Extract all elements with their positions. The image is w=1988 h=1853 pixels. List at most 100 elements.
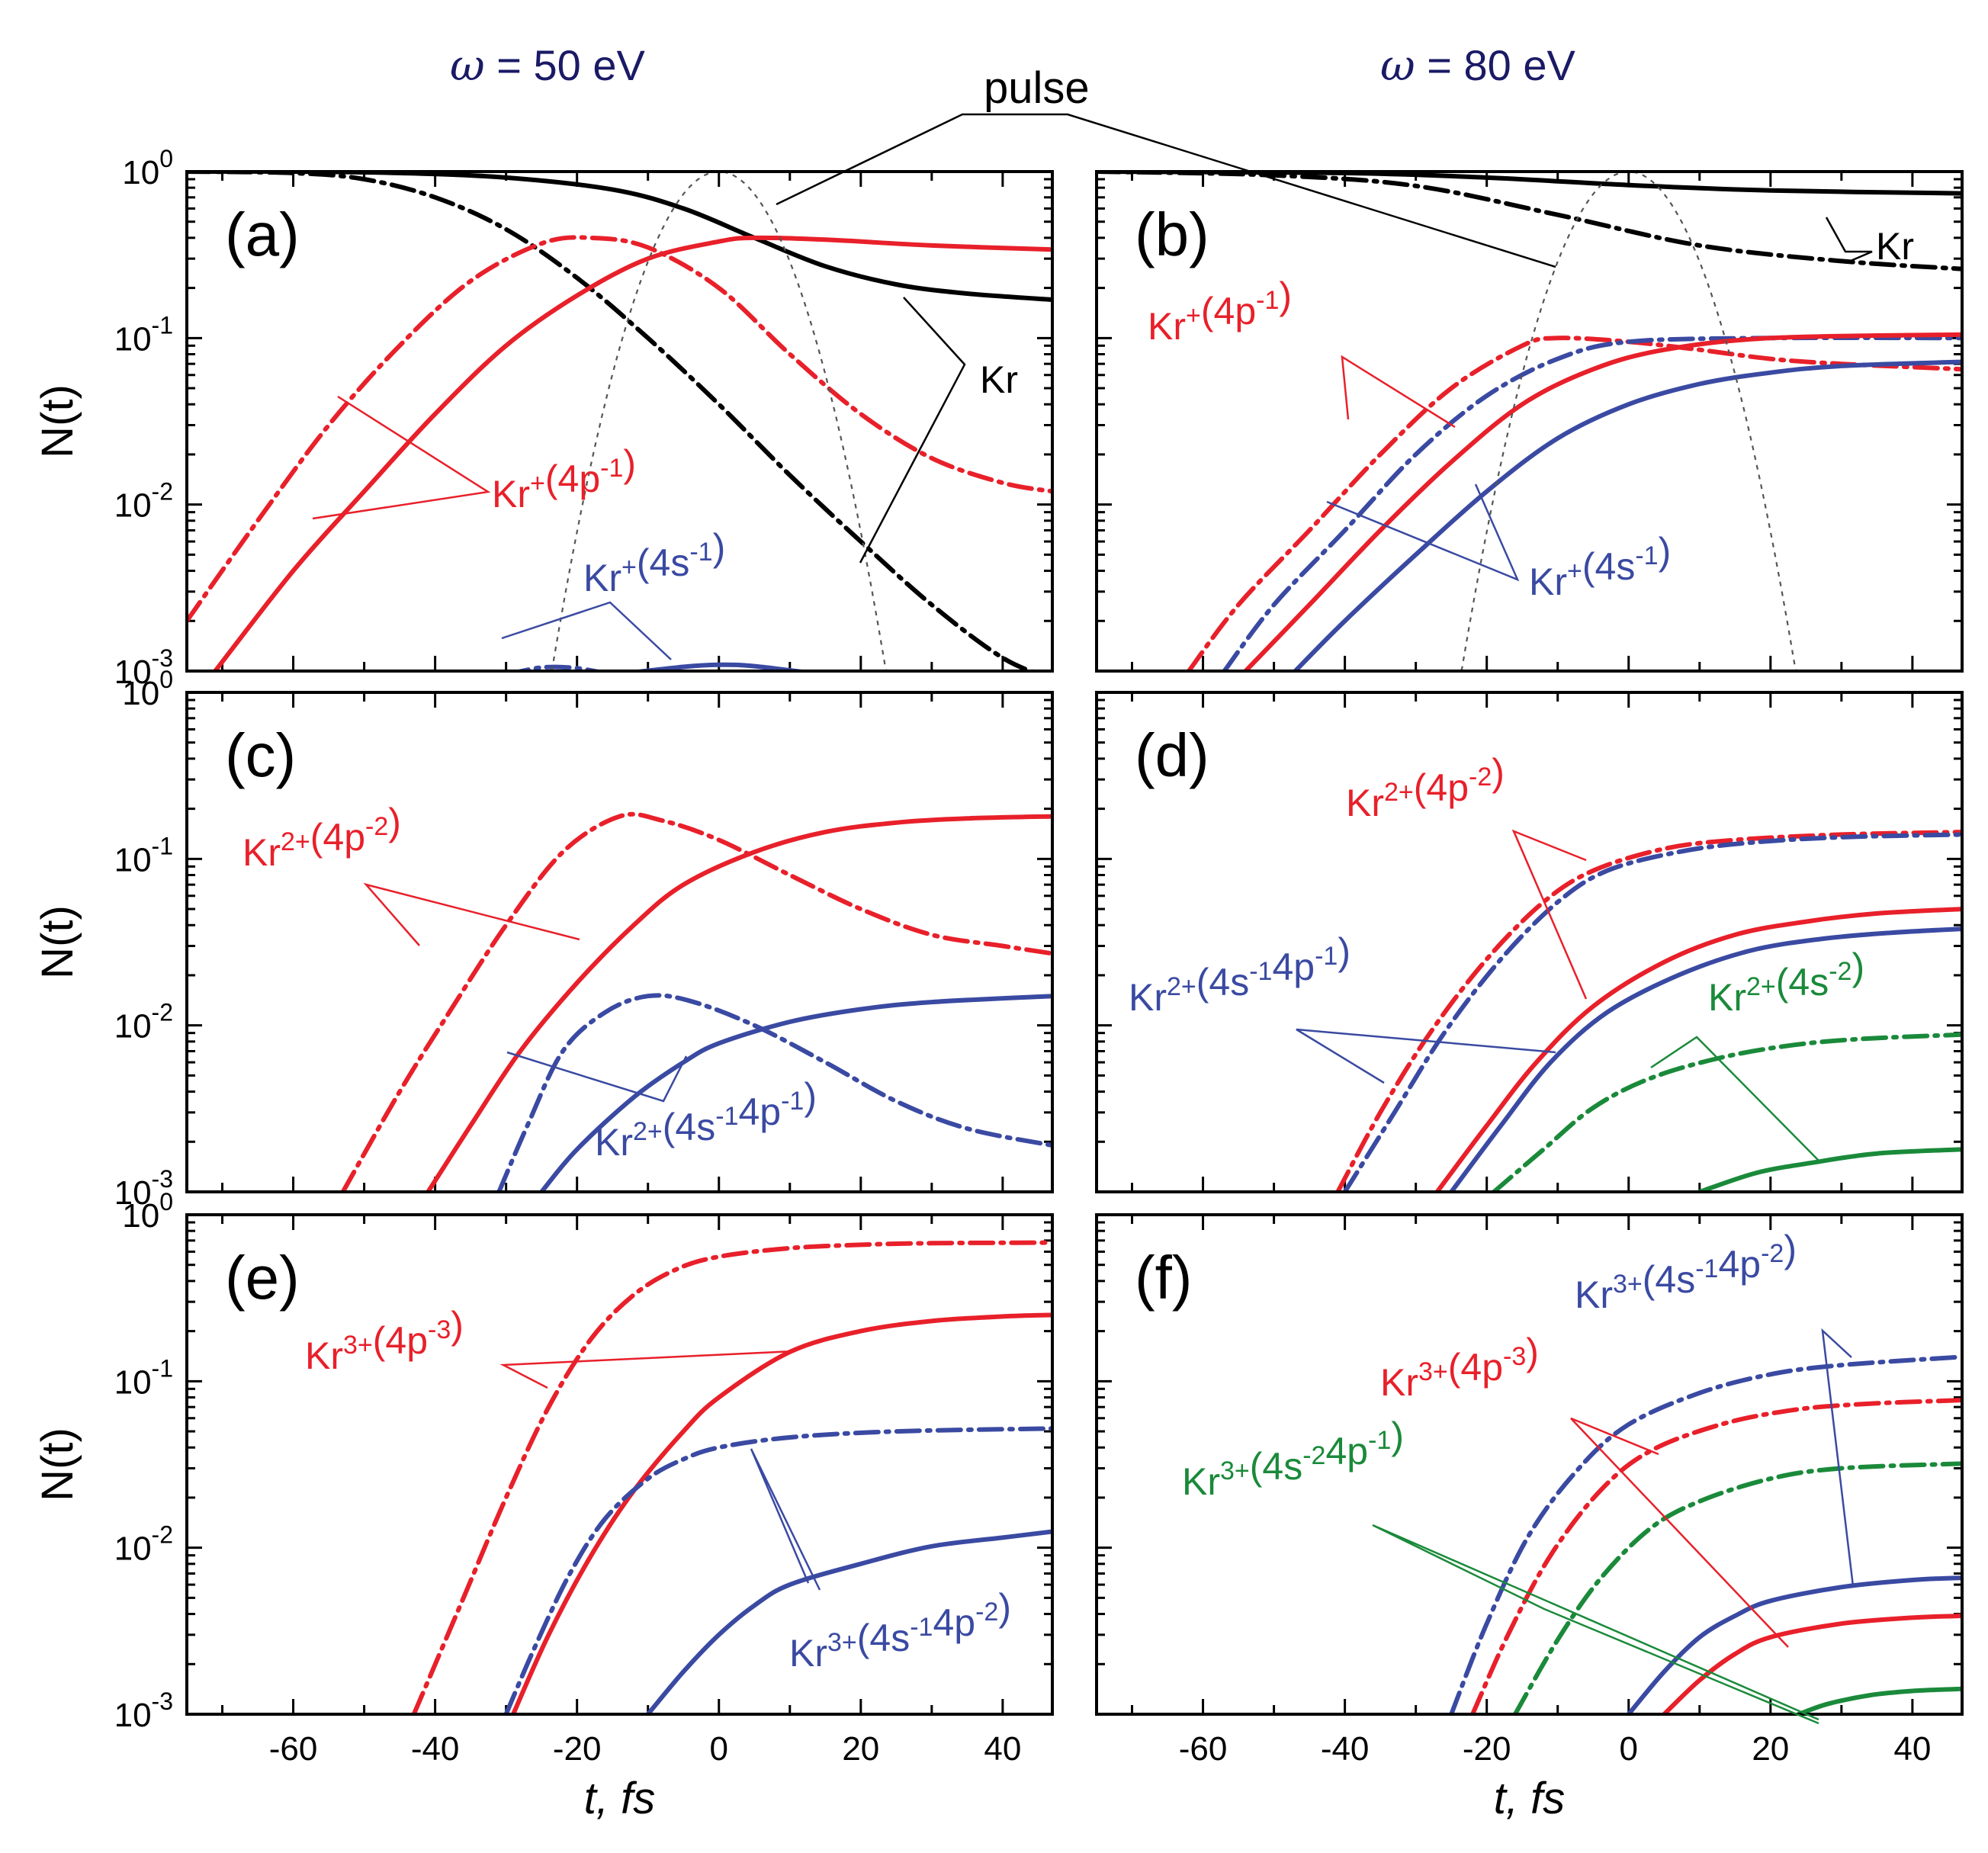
- series-kr3-4s-24p-1-solid: [1797, 1686, 1962, 1714]
- leader-line: [776, 113, 1556, 268]
- leader-line: [1326, 483, 1520, 582]
- x-tick-label: 40: [1893, 1730, 1931, 1768]
- series-label: Kr: [980, 358, 1018, 401]
- plot-frame: [1095, 1213, 1964, 1716]
- y-tick-label: 10-1: [114, 311, 173, 358]
- series-label: Kr3+(4s-24p-1): [1182, 1415, 1404, 1503]
- series-kr2-4s-14p-1-dash-dot: [496, 993, 1052, 1192]
- panel-e: (e) 100 10-1 10-2 10-3 N(t) -60 -40 -20 0 20 40 t, f…: [33, 1188, 1054, 1823]
- plot-frame: [185, 1213, 1054, 1716]
- leader-line: [1296, 1028, 1556, 1084]
- series-kr3-4p-3-solid: [511, 1312, 1052, 1714]
- leader-line: [312, 395, 491, 520]
- plot-frame: [1095, 170, 1964, 673]
- y-tick-label: 10-2: [114, 1521, 173, 1568]
- x-axis-label: t, fs: [1494, 1774, 1565, 1823]
- panel-f: (f) -60 -40 -20 0 20 40 t, fs: [1095, 1213, 1964, 1823]
- leader-line: [1821, 1328, 1855, 1587]
- series-label: Kr+(4p-1): [1148, 275, 1292, 348]
- column-titles: ω = 50 eV ω = 80 eV: [450, 41, 1575, 91]
- y-tick-label: 10-3: [114, 1688, 173, 1734]
- series-kr2-4s-14p-1-solid: [539, 994, 1052, 1192]
- series-kr-solid: [187, 172, 1052, 302]
- x-tick-label: -20: [1463, 1730, 1511, 1768]
- series-kr2-4s-14p-1-solid: [1449, 926, 1962, 1192]
- y-tick-label: 10-3: [114, 644, 173, 691]
- series-kr3-4s-14p-2-solid: [645, 1529, 1052, 1714]
- leader-line: [750, 1448, 821, 1591]
- series-label: Kr2+(4s-14p-1): [1129, 930, 1350, 1019]
- y-tick-label: 10-1: [114, 832, 173, 878]
- series-kr-4s-1-dash-dot: [512, 664, 606, 671]
- x-axis-label: t, fs: [584, 1774, 655, 1823]
- series-label: Kr2+(4s-2): [1708, 946, 1864, 1019]
- x-tick-label: 0: [1620, 1730, 1638, 1768]
- leader-line: [1825, 217, 1873, 265]
- y-axis-label: N(t): [33, 1427, 82, 1501]
- series-kr3-4s-24p-1-dash-dot: [1512, 1461, 1962, 1714]
- y-tick-label: 10-2: [114, 999, 173, 1045]
- y-tick-label: 10-3: [114, 1165, 173, 1212]
- series-kr2-4s-2-solid: [1697, 1147, 1962, 1192]
- leader-line: [1650, 1036, 1819, 1161]
- x-tick-label: -60: [269, 1730, 318, 1768]
- panel-label: (c): [225, 721, 296, 789]
- x-tick-label: -40: [1321, 1730, 1370, 1768]
- series-kr2-4p-2-solid: [426, 814, 1052, 1192]
- panel-a: (a) 100 10-1 10-2 10-3 N(t): [33, 145, 1054, 691]
- panel-label: (a): [225, 201, 300, 268]
- panel-d: (d): [1095, 691, 1964, 1193]
- x-tick-label: 40: [984, 1730, 1021, 1768]
- panels: (a) 100 10-1 10-2 10-3 N(t) (b) (c) 100 10-1 10-2 1…: [33, 145, 1964, 1823]
- panel-b: (b): [1095, 170, 1964, 673]
- y-tick-label: 100: [122, 145, 173, 191]
- pulse-curve: [550, 172, 888, 671]
- x-tick-label: -40: [411, 1730, 460, 1768]
- series-label: Kr3+(4s-14p-2): [789, 1586, 1011, 1675]
- x-tick-label: -20: [553, 1730, 602, 1768]
- y-tick-label: 10-2: [114, 478, 173, 525]
- series-kr3-4s-14p-2-dash-dot: [1449, 1354, 1962, 1714]
- series-label: Kr+(4s-1): [583, 526, 725, 599]
- leader-line: [1570, 1417, 1789, 1648]
- series-label: Kr3+(4s-14p-2): [1575, 1228, 1797, 1316]
- series-label: Kr3+(4p-3): [305, 1304, 464, 1377]
- series-kr-dash-dot: [187, 172, 1038, 671]
- series-kr2-4p-2-dash-dot: [340, 811, 1052, 1192]
- y-axis-label: N(t): [33, 905, 82, 979]
- leader-line: [1511, 829, 1588, 1000]
- series-kr-4p-1-solid: [1243, 332, 1962, 671]
- series-kr-4s-1-solid: [1293, 359, 1962, 671]
- y-tick-label: 100: [122, 666, 173, 712]
- leader-line: [1341, 355, 1456, 429]
- leader-line: [506, 1051, 688, 1103]
- y-tick-label: 100: [122, 1188, 173, 1235]
- series-label: Kr3+(4p-3): [1380, 1331, 1539, 1404]
- leader-line: [501, 601, 672, 660]
- series-kr2-4p-2-dash-dot: [1335, 830, 1962, 1192]
- plot-frame: [1095, 691, 1964, 1193]
- pulse-curve: [1460, 172, 1798, 671]
- series-kr-4p-1-dash-dot: [187, 235, 1052, 624]
- series-label: Kr2+(4s-14p-1): [595, 1075, 817, 1164]
- x-tick-label: -60: [1179, 1730, 1228, 1768]
- column-title-50ev: ω = 50 eV: [450, 41, 645, 91]
- panel-label: (b): [1135, 201, 1209, 268]
- panel-label: (f): [1135, 1244, 1193, 1312]
- series-kr3-4p-3-dash-dot: [411, 1240, 1052, 1714]
- panel-label: (d): [1135, 721, 1209, 789]
- leader-line: [363, 882, 580, 946]
- series-label: Kr: [1876, 225, 1914, 268]
- annotations: Kr Kr+(4p-1) Kr+(4s-1) Kr Kr+(4p-1) Kr+(4s-1)…: [242, 113, 1914, 1725]
- series-kr-4p-1-dash-dot: [1186, 336, 1962, 671]
- x-tick-label: 0: [710, 1730, 728, 1768]
- x-tick-label: 20: [1752, 1730, 1789, 1768]
- leader-line: [859, 297, 966, 564]
- series-kr3-4s-14p-2-solid: [1626, 1575, 1962, 1714]
- column-title-80ev: ω = 80 eV: [1380, 41, 1575, 91]
- series-label: Kr2+(4p-2): [1346, 751, 1505, 824]
- series-kr2-4s-14p-1-dash-dot: [1342, 832, 1962, 1192]
- series-kr3-4s-14p-2-dash-dot: [503, 1426, 1052, 1714]
- series-label: Kr2+(4p-2): [242, 801, 401, 874]
